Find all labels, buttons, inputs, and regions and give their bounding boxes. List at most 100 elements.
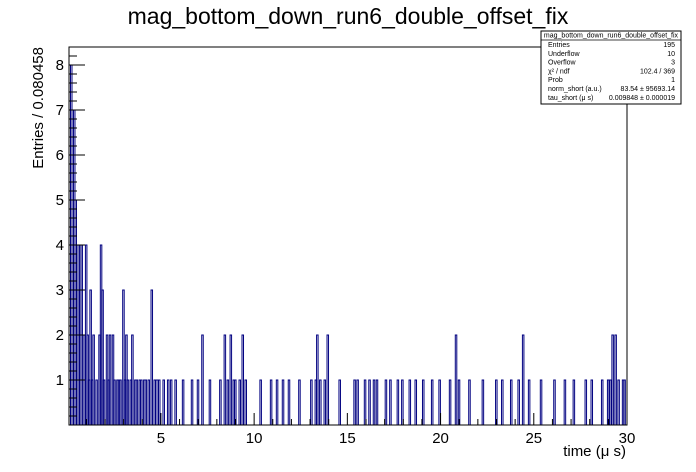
y-tick-label: 1 [56,372,64,389]
histogram-bin [590,379,594,426]
histogram-bin [421,379,425,426]
x-tick-label: 25 [525,430,542,447]
histogram-bin [223,334,227,426]
y-tick-label: 6 [56,147,64,164]
histogram-bin [269,379,273,426]
histogram-bin [157,379,161,426]
histogram-bin [316,334,319,426]
stats-row-label: Underflow [548,51,580,58]
histogram-bin [353,379,356,426]
histogram-bin [326,334,330,426]
histogram-bin [126,379,130,426]
stats-row-value: 10 [667,51,675,58]
histogram-bin [190,379,194,426]
stats-row-value: 102.4 / 369 [640,68,675,75]
histogram-bin [144,379,148,426]
y-tick-label: 5 [56,192,64,209]
histogram-bin [241,334,245,426]
histogram-bin [244,379,247,426]
histogram-bin [102,379,106,426]
stats-row-label: Entries [548,42,570,49]
stats-row-label: tau_short (μ s) [548,95,593,102]
histogram-bin [408,379,412,426]
histogram-bin [430,379,434,426]
histogram-bin [501,379,504,426]
histogram-bin [131,334,134,426]
histogram-bin [481,379,485,426]
x-tick-label: 5 [157,430,165,447]
stats-row-label: χ² / ndf [548,68,570,75]
histogram-bin [527,379,531,426]
histogram-bin [611,334,614,426]
stats-box: mag_bottom_down_run6_double_offset_fix E… [540,30,682,105]
x-tick-label: 15 [339,430,356,447]
histogram-bin [563,379,567,426]
axes: 5 10 15 20 25 30 1 2 3 4 5 6 7 8 [56,46,635,447]
histogram-bin [140,379,143,426]
histogram-bin [298,379,301,426]
histogram-bin [259,379,262,426]
y-tick-label: 2 [56,327,64,344]
histogram-bin [363,379,367,426]
stats-box-header: mag_bottom_down_run6_double_offset_fix [544,33,679,40]
histogram-bin [219,379,222,426]
histogram-bin [375,379,379,426]
histogram-bin [448,379,452,426]
chart-title: mag_bottom_down_run6_double_offset_fix [128,3,569,29]
histogram-bin [174,379,177,426]
y-tick-label: 8 [56,57,64,74]
histogram-bin [287,379,291,426]
histogram-bin [226,379,230,426]
histogram-bin [201,334,204,426]
stats-row-label: Overflow [548,60,577,67]
histogram-bin [150,289,154,426]
histogram-bin [113,379,116,426]
histogram-bin [572,379,576,426]
histogram-bin [384,379,388,426]
histogram-bin [623,379,626,426]
histogram-bin [454,334,458,426]
x-tick-label: 10 [246,430,263,447]
histogram-bin [614,334,617,426]
histogram-bin [234,379,237,426]
histogram-bin [609,379,612,426]
stats-row-value: 1 [671,77,675,84]
stats-row-label: Prob [548,77,563,84]
stats-row-value: 0.009848 ± 0.000019 [609,95,675,102]
stats-box-frame [540,30,682,105]
stats-row-value: 195 [663,42,675,49]
histogram-bin [517,379,520,426]
histogram-bin [457,379,461,426]
y-tick-label: 7 [56,102,64,119]
histogram-bin [606,379,610,426]
histogram-bin [92,334,95,426]
histogram-bin [319,379,322,426]
histogram-bin [553,379,556,426]
histogram-bin [389,379,392,426]
histogram-bin [414,379,418,426]
histogram-bin [396,379,400,426]
histogram-bin [166,379,170,426]
histogram-bin [468,379,471,426]
histogram-bin [495,379,498,426]
histogram-bin [169,379,173,426]
y-tick-label: 4 [56,237,64,254]
x-tick-label: 20 [432,430,449,447]
histogram-bin [323,379,327,426]
histogram-bin [600,379,604,426]
histogram-bin [119,379,122,426]
histogram-bin [135,379,139,426]
histogram-bin [275,379,279,426]
histogram-bin [229,334,233,426]
histogram-bin [521,334,525,426]
histogram-bin [196,379,200,426]
histogram-bin [281,379,285,426]
histogram-bin [181,379,185,426]
histogram-bin [617,379,620,426]
histogram-bin [584,379,588,426]
histogram-bin [368,379,371,426]
histogram-bin [238,379,242,426]
histogram-bin [338,379,341,426]
histogram-bin [356,379,359,426]
